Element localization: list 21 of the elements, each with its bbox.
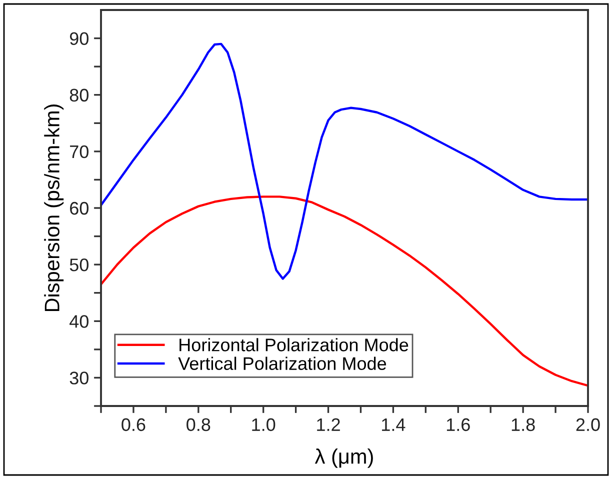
x-tick-label: 1.0 <box>252 418 276 432</box>
x-tick-label: 2.0 <box>576 418 600 432</box>
x-tick-label: 1.6 <box>446 418 470 432</box>
x-tick-label: 1.8 <box>512 418 535 432</box>
y-tick-label: 90 <box>70 32 88 46</box>
y-tick-label: 60 <box>70 202 88 215</box>
x-tick-label: 1.4 <box>382 418 406 431</box>
y-tick-label: 70 <box>70 145 88 158</box>
y-tick-label: 30 <box>70 372 88 384</box>
x-axis-title: λ (μm) <box>314 448 373 468</box>
line-series <box>101 196 588 387</box>
x-tick-label: 1.2 <box>317 418 340 431</box>
y-tick-label: 80 <box>70 88 88 102</box>
legend-label: Vertical Polarization Mode <box>178 356 386 370</box>
y-axis-title: Dispersion (ps/nm-km) <box>44 104 64 312</box>
y-tick-label: 40 <box>70 315 88 328</box>
y-tick-label: 50 <box>70 258 88 272</box>
legend-label: Horizontal Polarization Mode <box>180 338 408 352</box>
x-tick-label: 0.8 <box>186 418 210 432</box>
line-series <box>101 42 588 280</box>
x-tick-label: 0.6 <box>122 418 146 432</box>
